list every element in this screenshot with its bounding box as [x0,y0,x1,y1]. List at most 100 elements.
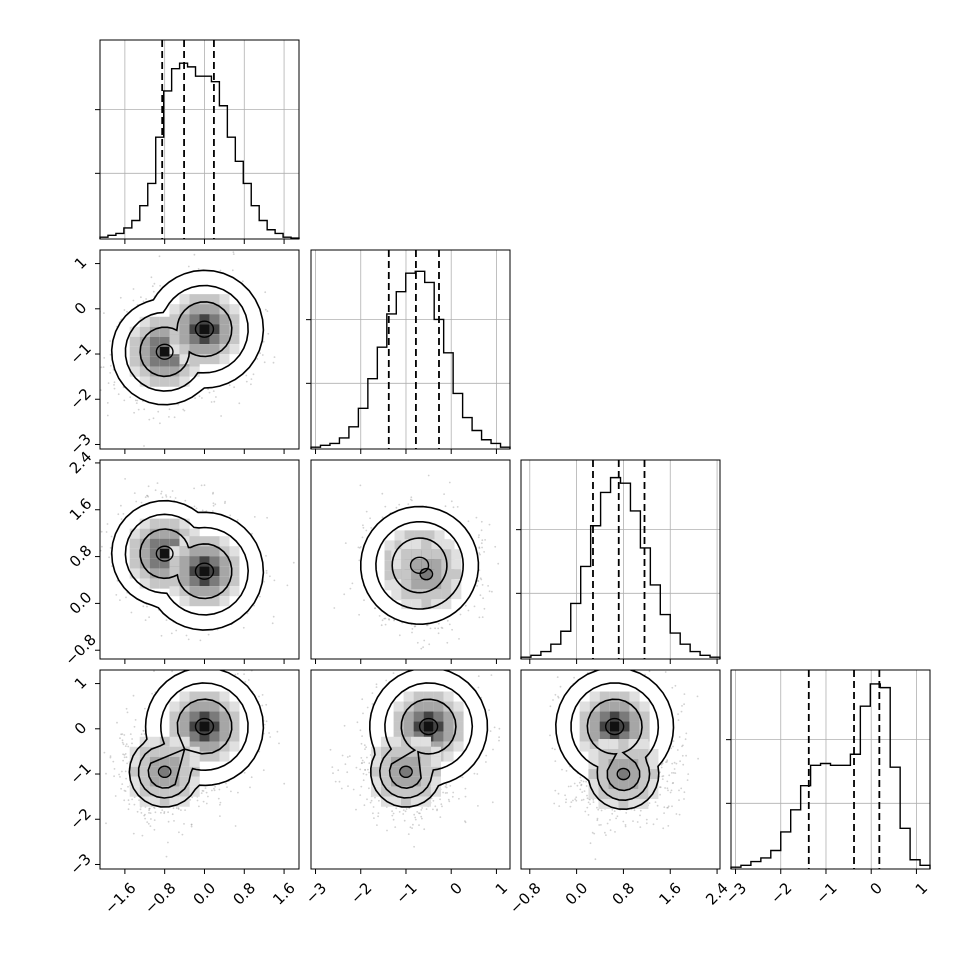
scatter-point [479,577,482,580]
scatter-point [410,496,413,499]
density-square [149,316,160,327]
scatter-point [197,268,200,270]
scatter-point [409,498,412,501]
contour-peak [155,343,174,360]
scatter-point [123,399,126,402]
scatter-point [187,638,190,641]
density-square [209,556,220,567]
density-square [219,586,230,597]
density-square [189,314,200,325]
contour-peak [194,562,215,580]
density-square [229,556,240,567]
scatter-point [357,546,360,549]
density-square [149,538,160,549]
histogram-panel-3 [726,669,931,874]
density-square [149,356,160,367]
scatter-point [214,503,217,506]
scatter-point [245,374,248,377]
scatter-point [44,534,46,536]
scatter-point [425,624,428,627]
density-square [219,576,230,587]
density-square [179,528,190,539]
scatter-point [201,397,203,399]
scatter-point [398,503,401,506]
scatter-point [383,617,386,620]
scatter-point [381,516,384,519]
contour-line [110,499,265,631]
density-square [219,324,230,335]
histogram-step-2 [520,476,721,659]
scatter-point [187,265,190,268]
scatter-point [212,390,215,392]
density-square [169,546,180,557]
density-square [209,314,220,325]
histogram-step-1 [310,270,511,449]
scatter-point [246,612,249,615]
scatter-point [159,284,162,287]
scatter-point [259,352,261,355]
scatter-point [250,383,252,386]
scatter-point [414,625,417,628]
scatter-point [365,529,368,532]
scatter-point [133,492,136,494]
scatter-point [488,523,491,526]
scatter-point [263,580,265,583]
scatter-point [478,552,481,554]
scatter-point [256,358,259,360]
density-square [169,334,180,345]
scatter-point [487,585,489,587]
histogram-panel-2 [516,459,721,664]
scatter-point [120,504,122,507]
density-square [159,538,170,549]
scatter-point [154,489,157,492]
scatter-point [333,607,336,609]
scatter-point [113,387,116,390]
density-square [199,596,210,607]
scatter-point [358,547,361,549]
panel-content [44,478,299,642]
density-square [159,326,170,337]
scatter-point [79,298,81,300]
scatter-point [124,478,126,480]
contour-line [139,528,233,600]
density-square [179,536,190,547]
scatter-point [106,402,109,404]
scatter-point [119,296,122,299]
contour-line [110,269,265,406]
density-square [179,518,190,529]
scatter-point [273,356,276,358]
scatter-point [452,506,455,509]
density-square [219,334,230,345]
density-square [159,376,170,387]
density-square [179,324,190,335]
scatter-point [370,527,373,529]
density-square [169,538,180,549]
scatter-point [207,633,210,636]
scatter-point [156,482,159,484]
scatter-point [448,481,451,484]
scatter-point [148,418,151,421]
scatter-point [215,396,217,398]
density-square [149,568,160,579]
scatter-point [491,590,493,593]
scatter-point [117,393,120,396]
scatter-point [168,408,171,411]
scatter-point [521,553,523,555]
density-square [229,304,240,315]
density-square [199,304,210,315]
scatter-point [109,547,112,549]
scatter-point [480,542,483,545]
scatter-point [451,628,453,631]
scatter-point [411,628,414,630]
scatter-point [213,400,216,403]
scatter-point [199,639,202,642]
density-square [219,354,230,365]
scatter-point [374,607,377,609]
scatter-point [477,580,480,583]
density-square [149,326,160,337]
density-square [219,566,230,577]
density-square [159,366,170,377]
scatter-point [398,634,401,637]
density-square [139,316,150,327]
density-square [129,356,140,367]
